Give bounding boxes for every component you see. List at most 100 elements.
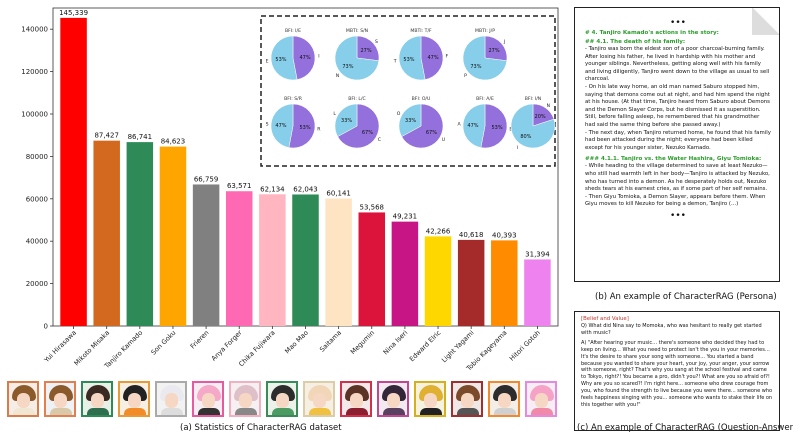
bar: [126, 142, 154, 326]
bar: [358, 212, 386, 326]
pie-slice-primary: [292, 35, 316, 80]
bar-value-label: 49,231: [393, 213, 418, 221]
pie-side-label: I: [318, 54, 319, 60]
x-tick-label: Nina Iseri: [382, 329, 410, 357]
portrait-body: [309, 408, 331, 415]
qa-example-panel: [Belief and Value] Q) What did Nina say …: [574, 311, 780, 431]
pie-side-label: E: [509, 126, 512, 132]
x-tick-label: Frieren: [189, 329, 211, 351]
qa-category-tag: [Belief and Value]: [581, 316, 629, 322]
pie-percent-label: 27%: [361, 48, 372, 54]
pie-percent-label: 33%: [405, 118, 416, 124]
x-tick-label: Megumin: [349, 329, 376, 356]
bar-value-label: 63,571: [227, 182, 252, 190]
pie-title: BFI: I/N: [525, 96, 542, 102]
pie-title: BFI: I/E: [285, 28, 301, 34]
portrait-face: [350, 393, 363, 408]
pie-percent-label: 73%: [470, 64, 481, 70]
pie-side-label: I: [517, 145, 518, 151]
bar: [93, 140, 120, 326]
portrait-body: [124, 408, 146, 415]
pie-percent-label: 53%: [275, 57, 286, 63]
bar-value-label: 53,568: [360, 203, 385, 211]
pie-percent-label: 47%: [427, 55, 438, 61]
x-tick-label: Yui Hirasawa: [42, 329, 78, 365]
x-tick-label: Son Goku: [149, 329, 177, 357]
pie-chart: BFI: A/E 53% 47% E A: [458, 96, 512, 149]
bar-value-label: 42,266: [426, 227, 451, 235]
pie-percent-label: 27%: [489, 48, 500, 54]
pie-chart: MBTI: S/N 27% 73% S N: [334, 28, 380, 81]
bar-value-label: 40,393: [492, 231, 517, 239]
portrait-body: [531, 408, 553, 415]
bar-series: 145,339 87,427 86,741 84,623 66,759 63,571 62,…: [59, 9, 551, 327]
character-portrait: [340, 381, 372, 417]
bar: [391, 221, 419, 326]
x-tick-label: Anya Forger: [210, 329, 244, 363]
character-portrait: [81, 381, 113, 417]
y-tick-label: 100000: [21, 111, 48, 119]
portrait-body: [87, 408, 109, 415]
bar-value-label: 31,394: [525, 250, 550, 258]
pie-side-label: U: [442, 137, 445, 143]
pie-chart: BFI: S/R 53% 47% R S: [266, 96, 321, 149]
caption-a: (a) Statistics of CharacterRAG dataset: [180, 423, 342, 433]
persona-paragraph-1: - Tanjiro was born the eldest son of a p…: [585, 46, 770, 83]
portrait-face: [91, 393, 104, 408]
pie-side-label: L: [333, 111, 336, 117]
bar-value-label: 145,339: [59, 9, 88, 17]
pie-title: MBTI: S/N: [346, 28, 368, 34]
pie-percent-label: 53%: [491, 125, 502, 131]
bar: [292, 194, 319, 326]
bar-value-label: 62,043: [293, 185, 318, 193]
portrait-face: [128, 393, 141, 408]
pie-percent-label: 73%: [342, 64, 353, 70]
bar-value-label: 66,759: [194, 175, 219, 183]
character-portrait: [7, 381, 39, 417]
persona-example-panel: ••• # 4. Tanjiro Kamado's actions in the…: [574, 7, 780, 282]
portrait-face: [313, 393, 326, 408]
portrait-face: [17, 393, 30, 408]
pie-side-label: P: [464, 73, 467, 79]
portrait-face: [424, 393, 437, 408]
pie-title: BFI: O/U: [412, 96, 431, 102]
caption-b: (b) An example of CharacterRAG (Persona): [595, 292, 777, 302]
pie-slice-primary: [288, 103, 316, 149]
pie-slice-secondary: [398, 35, 426, 81]
portrait-body: [161, 408, 183, 415]
pie-percent-label: 47%: [467, 123, 478, 129]
y-tick-label: 60000: [26, 195, 48, 203]
pie-side-label: J: [503, 39, 505, 45]
x-tick-label: Light Yagami: [440, 329, 476, 365]
bar-value-label: 62,134: [260, 185, 285, 193]
qa-question: Q) What did Nina say to Momoka, who was …: [581, 323, 762, 336]
pie-side-label: S: [375, 39, 378, 45]
portrait-face: [535, 393, 548, 408]
bar: [159, 146, 187, 326]
persona-paragraph-2: - On his late way home, an old man named…: [585, 83, 770, 128]
bar: [192, 184, 220, 326]
pie-slice-secondary: [334, 103, 358, 137]
pie-chart: MBTI: J/P 27% 73% J P: [462, 28, 508, 81]
pie-slice-primary: [480, 103, 508, 149]
portrait-body: [420, 408, 442, 415]
caption-c: (c) An example of CharacterRAG (Question…: [577, 423, 793, 433]
pie-percent-label: 53%: [403, 57, 414, 63]
bar-value-label: 84,623: [161, 138, 186, 146]
pie-side-label: N: [547, 103, 550, 109]
pie-slice-secondary: [462, 35, 508, 81]
y-tick-label: 120000: [21, 68, 48, 76]
pie-percent-label: 20%: [535, 114, 546, 120]
bar: [457, 239, 485, 326]
bar-value-label: 87,427: [94, 132, 119, 140]
portrait-body: [346, 408, 368, 415]
pie-slice-primary: [337, 103, 380, 149]
bar: [424, 236, 452, 326]
y-tick-label: 80000: [26, 153, 48, 161]
persona-paragraph-3: - The next day, when Tanjiro returned ho…: [585, 129, 771, 151]
portrait-body: [457, 408, 479, 415]
portrait-body: [235, 408, 257, 415]
pie-slice-primary: [356, 35, 380, 62]
pie-slice-primary: [484, 35, 508, 62]
